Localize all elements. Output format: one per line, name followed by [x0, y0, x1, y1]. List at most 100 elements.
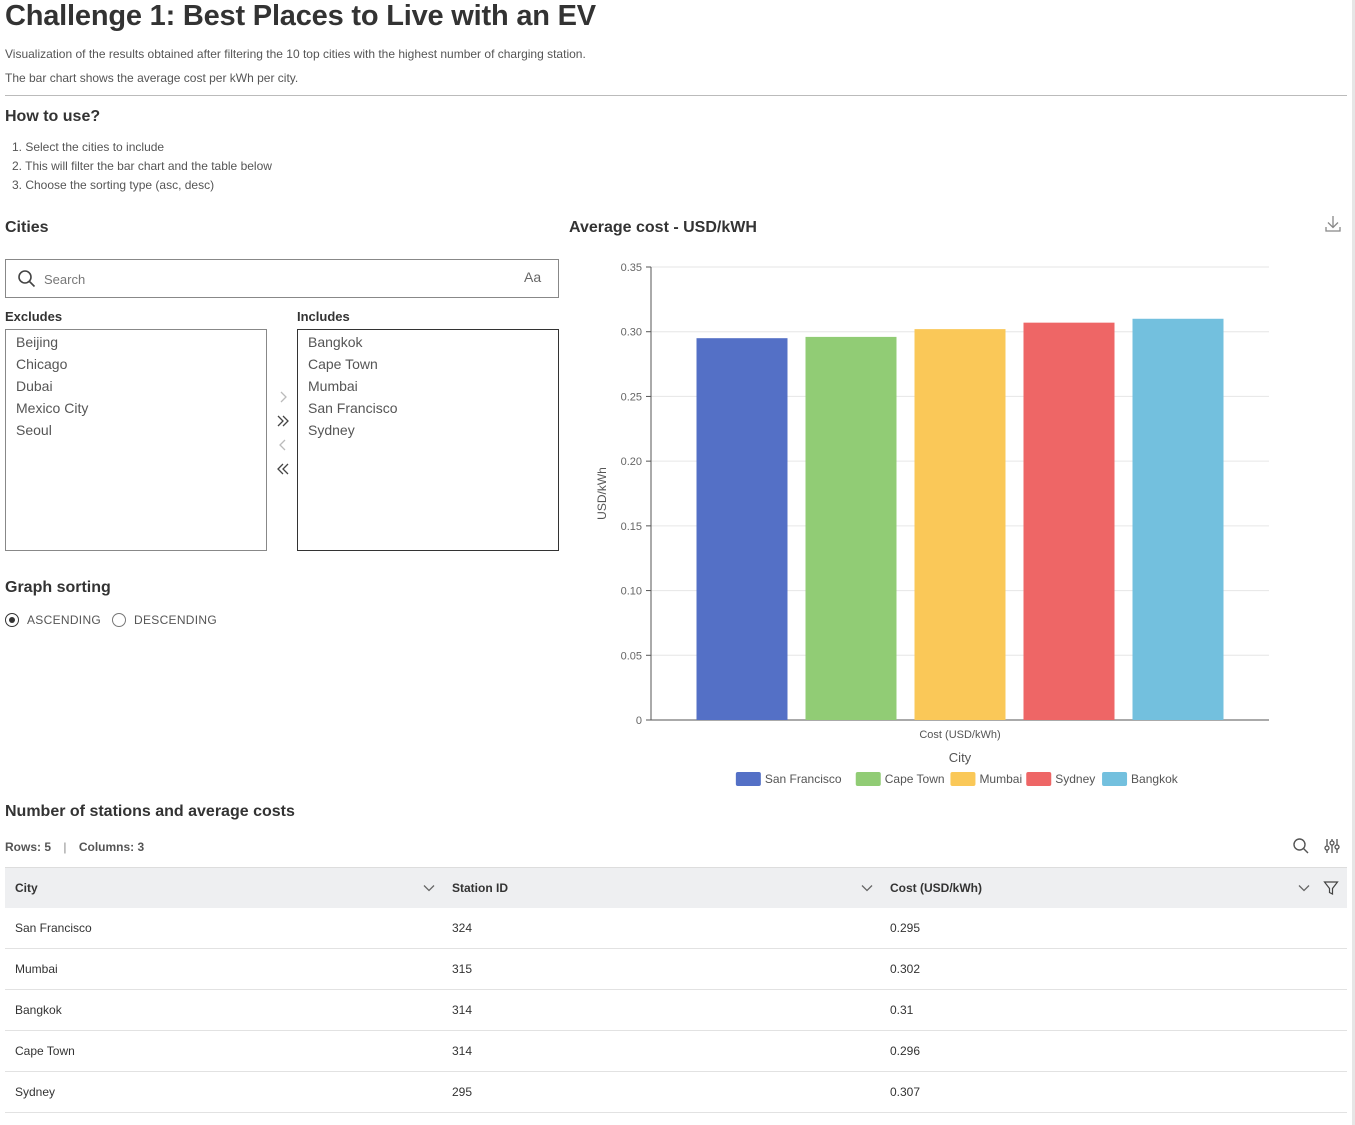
legend-label: Mumbai [979, 772, 1022, 786]
included-city-item[interactable]: San Francisco [308, 400, 398, 416]
excluded-city-item[interactable]: Mexico City [16, 400, 89, 416]
cell-station-id: 295 [452, 1085, 473, 1099]
download-icon[interactable] [1323, 214, 1343, 234]
table-meta: Rows: 5 | Columns: 3 [5, 840, 144, 854]
cell-city: Cape Town [15, 1044, 75, 1058]
bar-chart: 0 0.05 0.10 0.15 0.20 0.25 0.30 0.35 USD/kWh Cost… [595, 262, 1269, 786]
chevron-down-icon[interactable] [1297, 881, 1311, 895]
move-left-icon[interactable] [275, 437, 291, 453]
table-heading: Number of stations and average costs [5, 803, 295, 820]
included-city-item[interactable]: Mumbai [308, 378, 358, 394]
y-tick-label: 0.30 [621, 327, 642, 339]
legend-swatch [1102, 772, 1128, 786]
table-row[interactable]: San Francisco 324 0.295 [5, 908, 1347, 949]
move-all-right-icon[interactable] [275, 413, 291, 429]
column-header-city[interactable]: City [15, 881, 38, 895]
y-tick-label: 0 [636, 715, 642, 727]
y-tick-label: 0.05 [621, 650, 642, 662]
bar-bangkok [1132, 318, 1224, 720]
includes-list[interactable]: Bangkok Cape Town Mumbai San Francisco S… [297, 329, 559, 551]
cell-station-id: 324 [452, 921, 473, 935]
excluded-city-item[interactable]: Dubai [16, 378, 53, 394]
table-search-icon[interactable] [1292, 837, 1310, 855]
radio-ascending[interactable] [5, 613, 19, 627]
legend-label: San Francisco [765, 772, 842, 786]
bar-mumbai [914, 329, 1006, 720]
chevron-down-icon[interactable] [422, 881, 436, 895]
table-row[interactable]: Bangkok 314 0.31 [5, 990, 1347, 1031]
y-tick-label: 0.10 [621, 586, 642, 598]
cell-station-id: 315 [452, 962, 473, 976]
chevron-down-icon[interactable] [860, 881, 874, 895]
filter-icon[interactable] [1323, 880, 1339, 896]
description-line-2: The bar chart shows the average cost per… [5, 71, 299, 85]
cell-cost: 0.295 [890, 921, 921, 935]
move-right-icon[interactable] [275, 389, 291, 405]
sort-ascending-option[interactable]: ASCENDING [5, 612, 101, 628]
table-settings-sliders-icon[interactable] [1323, 837, 1341, 855]
meta-separator: | [63, 840, 67, 854]
excludes-list[interactable]: Beijing Chicago Dubai Mexico City Seoul [5, 329, 267, 551]
cell-cost: 0.296 [890, 1044, 921, 1058]
legend-swatch [950, 772, 976, 786]
search-icon [17, 269, 37, 289]
city-search-input[interactable] [44, 269, 504, 289]
table-row[interactable]: Cape Town 314 0.296 [5, 1031, 1347, 1072]
included-city-item[interactable]: Bangkok [308, 334, 363, 350]
graph-sorting-heading: Graph sorting [5, 579, 111, 596]
included-city-item[interactable]: Cape Town [308, 356, 378, 372]
legend-swatch [855, 772, 881, 786]
row-count: Rows: 5 [5, 840, 52, 854]
x-axis-label: City [949, 750, 972, 765]
table-row[interactable]: Mumbai 315 0.302 [5, 949, 1347, 990]
bar-sydney [1023, 322, 1115, 720]
y-tick-label: 0.15 [621, 521, 642, 533]
move-all-left-icon[interactable] [275, 461, 291, 477]
column-header-cost[interactable]: Cost (USD/kWh) [890, 881, 982, 895]
match-case-toggle[interactable]: Aa [524, 269, 542, 285]
excluded-city-item[interactable]: Seoul [16, 422, 52, 438]
y-tick-label: 0.25 [621, 391, 642, 403]
table-row[interactable]: Sydney 295 0.307 [5, 1072, 1347, 1113]
radio-descending[interactable] [112, 613, 126, 627]
cell-city: Mumbai [15, 962, 58, 976]
bar-cape-town [805, 336, 897, 720]
legend-label: Cape Town [885, 772, 945, 786]
cell-cost: 0.302 [890, 962, 921, 976]
radio-ascending-label: ASCENDING [27, 613, 102, 627]
included-city-item[interactable]: Sydney [308, 422, 355, 438]
how-to-step-2: 2. This will filter the bar chart and th… [12, 159, 272, 173]
how-to-heading: How to use? [5, 108, 101, 125]
legend-label: Bangkok [1131, 772, 1179, 786]
city-search-box: Aa [5, 259, 559, 298]
cell-station-id: 314 [452, 1003, 473, 1017]
cell-city: Sydney [15, 1085, 56, 1099]
cell-station-id: 314 [452, 1044, 473, 1058]
sort-descending-option[interactable]: DESCENDING [112, 612, 217, 628]
radio-descending-label: DESCENDING [134, 613, 218, 627]
excluded-city-item[interactable]: Chicago [16, 356, 68, 372]
y-tick-label: 0.35 [621, 262, 642, 274]
page-scrollbar[interactable] [1352, 0, 1355, 1125]
cell-cost: 0.307 [890, 1085, 921, 1099]
description-line-1: Visualization of the results obtained af… [5, 47, 586, 61]
y-axis-label: USD/kWh [595, 467, 609, 520]
y-tick-label: 0.20 [621, 456, 642, 468]
divider [5, 95, 1347, 96]
cities-heading: Cities [5, 219, 49, 236]
legend-swatch [735, 772, 761, 786]
bar-san-francisco [696, 338, 788, 720]
x-category-label: Cost (USD/kWh) [919, 729, 1000, 741]
excludes-label: Excludes [5, 309, 63, 324]
chart-title: Average cost - USD/kWH [569, 219, 757, 236]
cell-city: Bangkok [15, 1003, 62, 1017]
page-title: Challenge 1: Best Places to Live with an… [5, 0, 596, 32]
excluded-city-item[interactable]: Beijing [16, 334, 59, 350]
table-header-row: City Station ID Cost (USD/kWh) [5, 867, 1347, 908]
data-table: City Station ID Cost (USD/kWh) San Franc… [5, 867, 1347, 1113]
legend-swatch [1026, 772, 1052, 786]
cell-cost: 0.31 [890, 1003, 914, 1017]
how-to-step-3: 3. Choose the sorting type (asc, desc) [12, 178, 215, 192]
includes-label: Includes [297, 309, 350, 324]
column-header-station-id[interactable]: Station ID [452, 881, 508, 895]
